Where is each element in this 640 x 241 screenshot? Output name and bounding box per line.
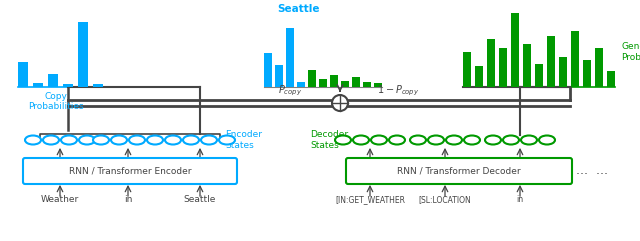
Ellipse shape bbox=[428, 135, 444, 145]
Ellipse shape bbox=[147, 135, 163, 145]
Text: Seattle: Seattle bbox=[184, 195, 216, 204]
Bar bbox=[308, 70, 316, 87]
Ellipse shape bbox=[335, 135, 351, 145]
Bar bbox=[319, 79, 327, 87]
Bar bbox=[559, 57, 567, 87]
Text: in: in bbox=[516, 195, 524, 204]
Bar bbox=[475, 66, 483, 87]
Text: ...  ...: ... ... bbox=[576, 165, 608, 178]
Bar bbox=[78, 22, 88, 87]
Ellipse shape bbox=[201, 135, 217, 145]
Bar bbox=[511, 13, 519, 87]
Ellipse shape bbox=[25, 135, 41, 145]
Text: RNN / Transformer Decoder: RNN / Transformer Decoder bbox=[397, 167, 521, 175]
Text: in: in bbox=[124, 195, 132, 204]
Bar bbox=[535, 64, 543, 87]
Text: [IN:GET_WEATHER: [IN:GET_WEATHER bbox=[335, 195, 405, 204]
Ellipse shape bbox=[93, 135, 109, 145]
Text: Copy
Probabilities: Copy Probabilities bbox=[28, 92, 83, 111]
Ellipse shape bbox=[503, 135, 519, 145]
Ellipse shape bbox=[183, 135, 199, 145]
Ellipse shape bbox=[111, 135, 127, 145]
Text: RNN / Transformer Encoder: RNN / Transformer Encoder bbox=[68, 167, 191, 175]
Text: Generation
Probabilities: Generation Probabilities bbox=[621, 42, 640, 62]
Bar bbox=[264, 53, 272, 87]
Circle shape bbox=[332, 95, 348, 111]
Bar bbox=[48, 74, 58, 87]
Bar bbox=[374, 83, 382, 87]
FancyBboxPatch shape bbox=[23, 158, 237, 184]
Bar bbox=[571, 31, 579, 87]
Ellipse shape bbox=[410, 135, 426, 145]
Bar bbox=[33, 83, 43, 87]
Bar bbox=[352, 77, 360, 87]
Bar bbox=[297, 82, 305, 87]
Bar bbox=[595, 48, 603, 87]
Ellipse shape bbox=[464, 135, 480, 145]
Text: Weather: Weather bbox=[41, 195, 79, 204]
Ellipse shape bbox=[371, 135, 387, 145]
Bar bbox=[18, 62, 28, 87]
Bar bbox=[547, 36, 555, 87]
Ellipse shape bbox=[219, 135, 235, 145]
Bar bbox=[523, 44, 531, 87]
Bar bbox=[275, 65, 283, 87]
Bar bbox=[607, 71, 615, 87]
Text: Encoder
States: Encoder States bbox=[225, 130, 262, 150]
Ellipse shape bbox=[353, 135, 369, 145]
Bar bbox=[330, 75, 338, 87]
Text: $P_{copy}$: $P_{copy}$ bbox=[278, 84, 302, 98]
FancyBboxPatch shape bbox=[346, 158, 572, 184]
Bar bbox=[463, 52, 471, 87]
Ellipse shape bbox=[446, 135, 462, 145]
Ellipse shape bbox=[61, 135, 77, 145]
Bar bbox=[499, 48, 507, 87]
Bar bbox=[583, 60, 591, 87]
Bar bbox=[363, 82, 371, 87]
Bar bbox=[286, 28, 294, 87]
Ellipse shape bbox=[43, 135, 59, 145]
Bar bbox=[341, 81, 349, 87]
Ellipse shape bbox=[389, 135, 405, 145]
Text: Decoder
States: Decoder States bbox=[310, 130, 348, 150]
Text: [SL:LOCATION: [SL:LOCATION bbox=[419, 195, 472, 204]
Ellipse shape bbox=[521, 135, 537, 145]
Ellipse shape bbox=[539, 135, 555, 145]
Ellipse shape bbox=[485, 135, 501, 145]
Text: $1-P_{copy}$: $1-P_{copy}$ bbox=[377, 84, 419, 98]
Bar bbox=[487, 39, 495, 87]
Ellipse shape bbox=[129, 135, 145, 145]
Bar bbox=[93, 84, 103, 87]
Ellipse shape bbox=[165, 135, 181, 145]
Ellipse shape bbox=[79, 135, 95, 145]
Bar bbox=[63, 84, 73, 87]
Text: Seattle: Seattle bbox=[276, 4, 319, 14]
